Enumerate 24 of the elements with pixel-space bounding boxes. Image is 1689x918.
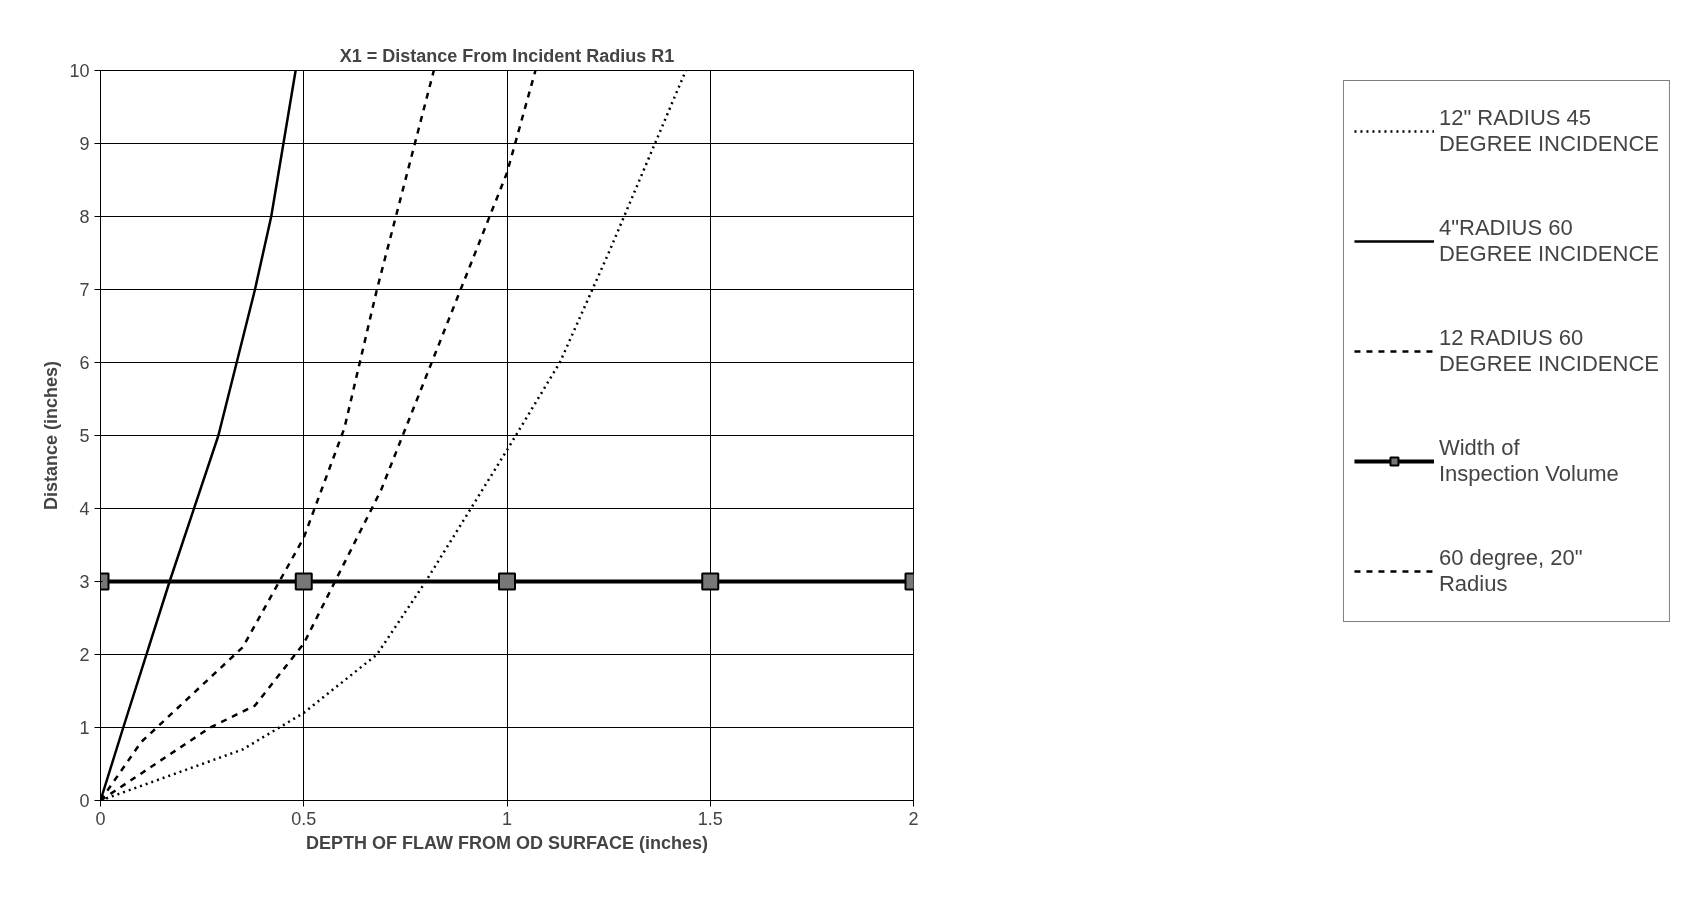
x-tick-label: 2 — [908, 808, 919, 829]
x-tick-label: 1.5 — [697, 808, 723, 829]
legend-label: Width of Inspection Volume — [1438, 434, 1619, 488]
x-tick-label: 1 — [501, 808, 513, 829]
y-axis-title: Distance (inches) — [41, 360, 62, 511]
legend-label: 12 RADIUS 60 DEGREE INCIDENCE — [1438, 324, 1659, 378]
legend-label: 12" RADIUS 45 DEGREE INCIDENCE — [1438, 104, 1659, 158]
y-tick-label: 3 — [79, 572, 90, 592]
legend-label: 60 degree, 20" Radius — [1438, 544, 1583, 598]
y-tick-label: 6 — [79, 353, 90, 373]
chart-title: X1 = Distance From Incident Radius R1 — [339, 45, 675, 66]
y-tick-label: 8 — [79, 207, 90, 227]
y-tick-label: 1 — [79, 718, 90, 738]
x-axis-title: DEPTH OF FLAW FROM OD SURFACE (inches) — [306, 832, 709, 853]
legend-label: 4"RADIUS 60 DEGREE INCIDENCE — [1438, 214, 1659, 268]
y-tick-label: 4 — [79, 499, 90, 519]
x-tick-label: 0 — [95, 808, 106, 829]
y-tick-label: 0 — [79, 791, 90, 811]
y-tick-label: 2 — [79, 645, 90, 665]
y-tick-label: 7 — [79, 280, 90, 300]
x-tick-label: 0.5 — [291, 808, 317, 829]
y-tick-label: 10 — [69, 61, 90, 81]
y-tick-label: 9 — [79, 134, 90, 154]
y-tick-label: 5 — [79, 426, 90, 446]
